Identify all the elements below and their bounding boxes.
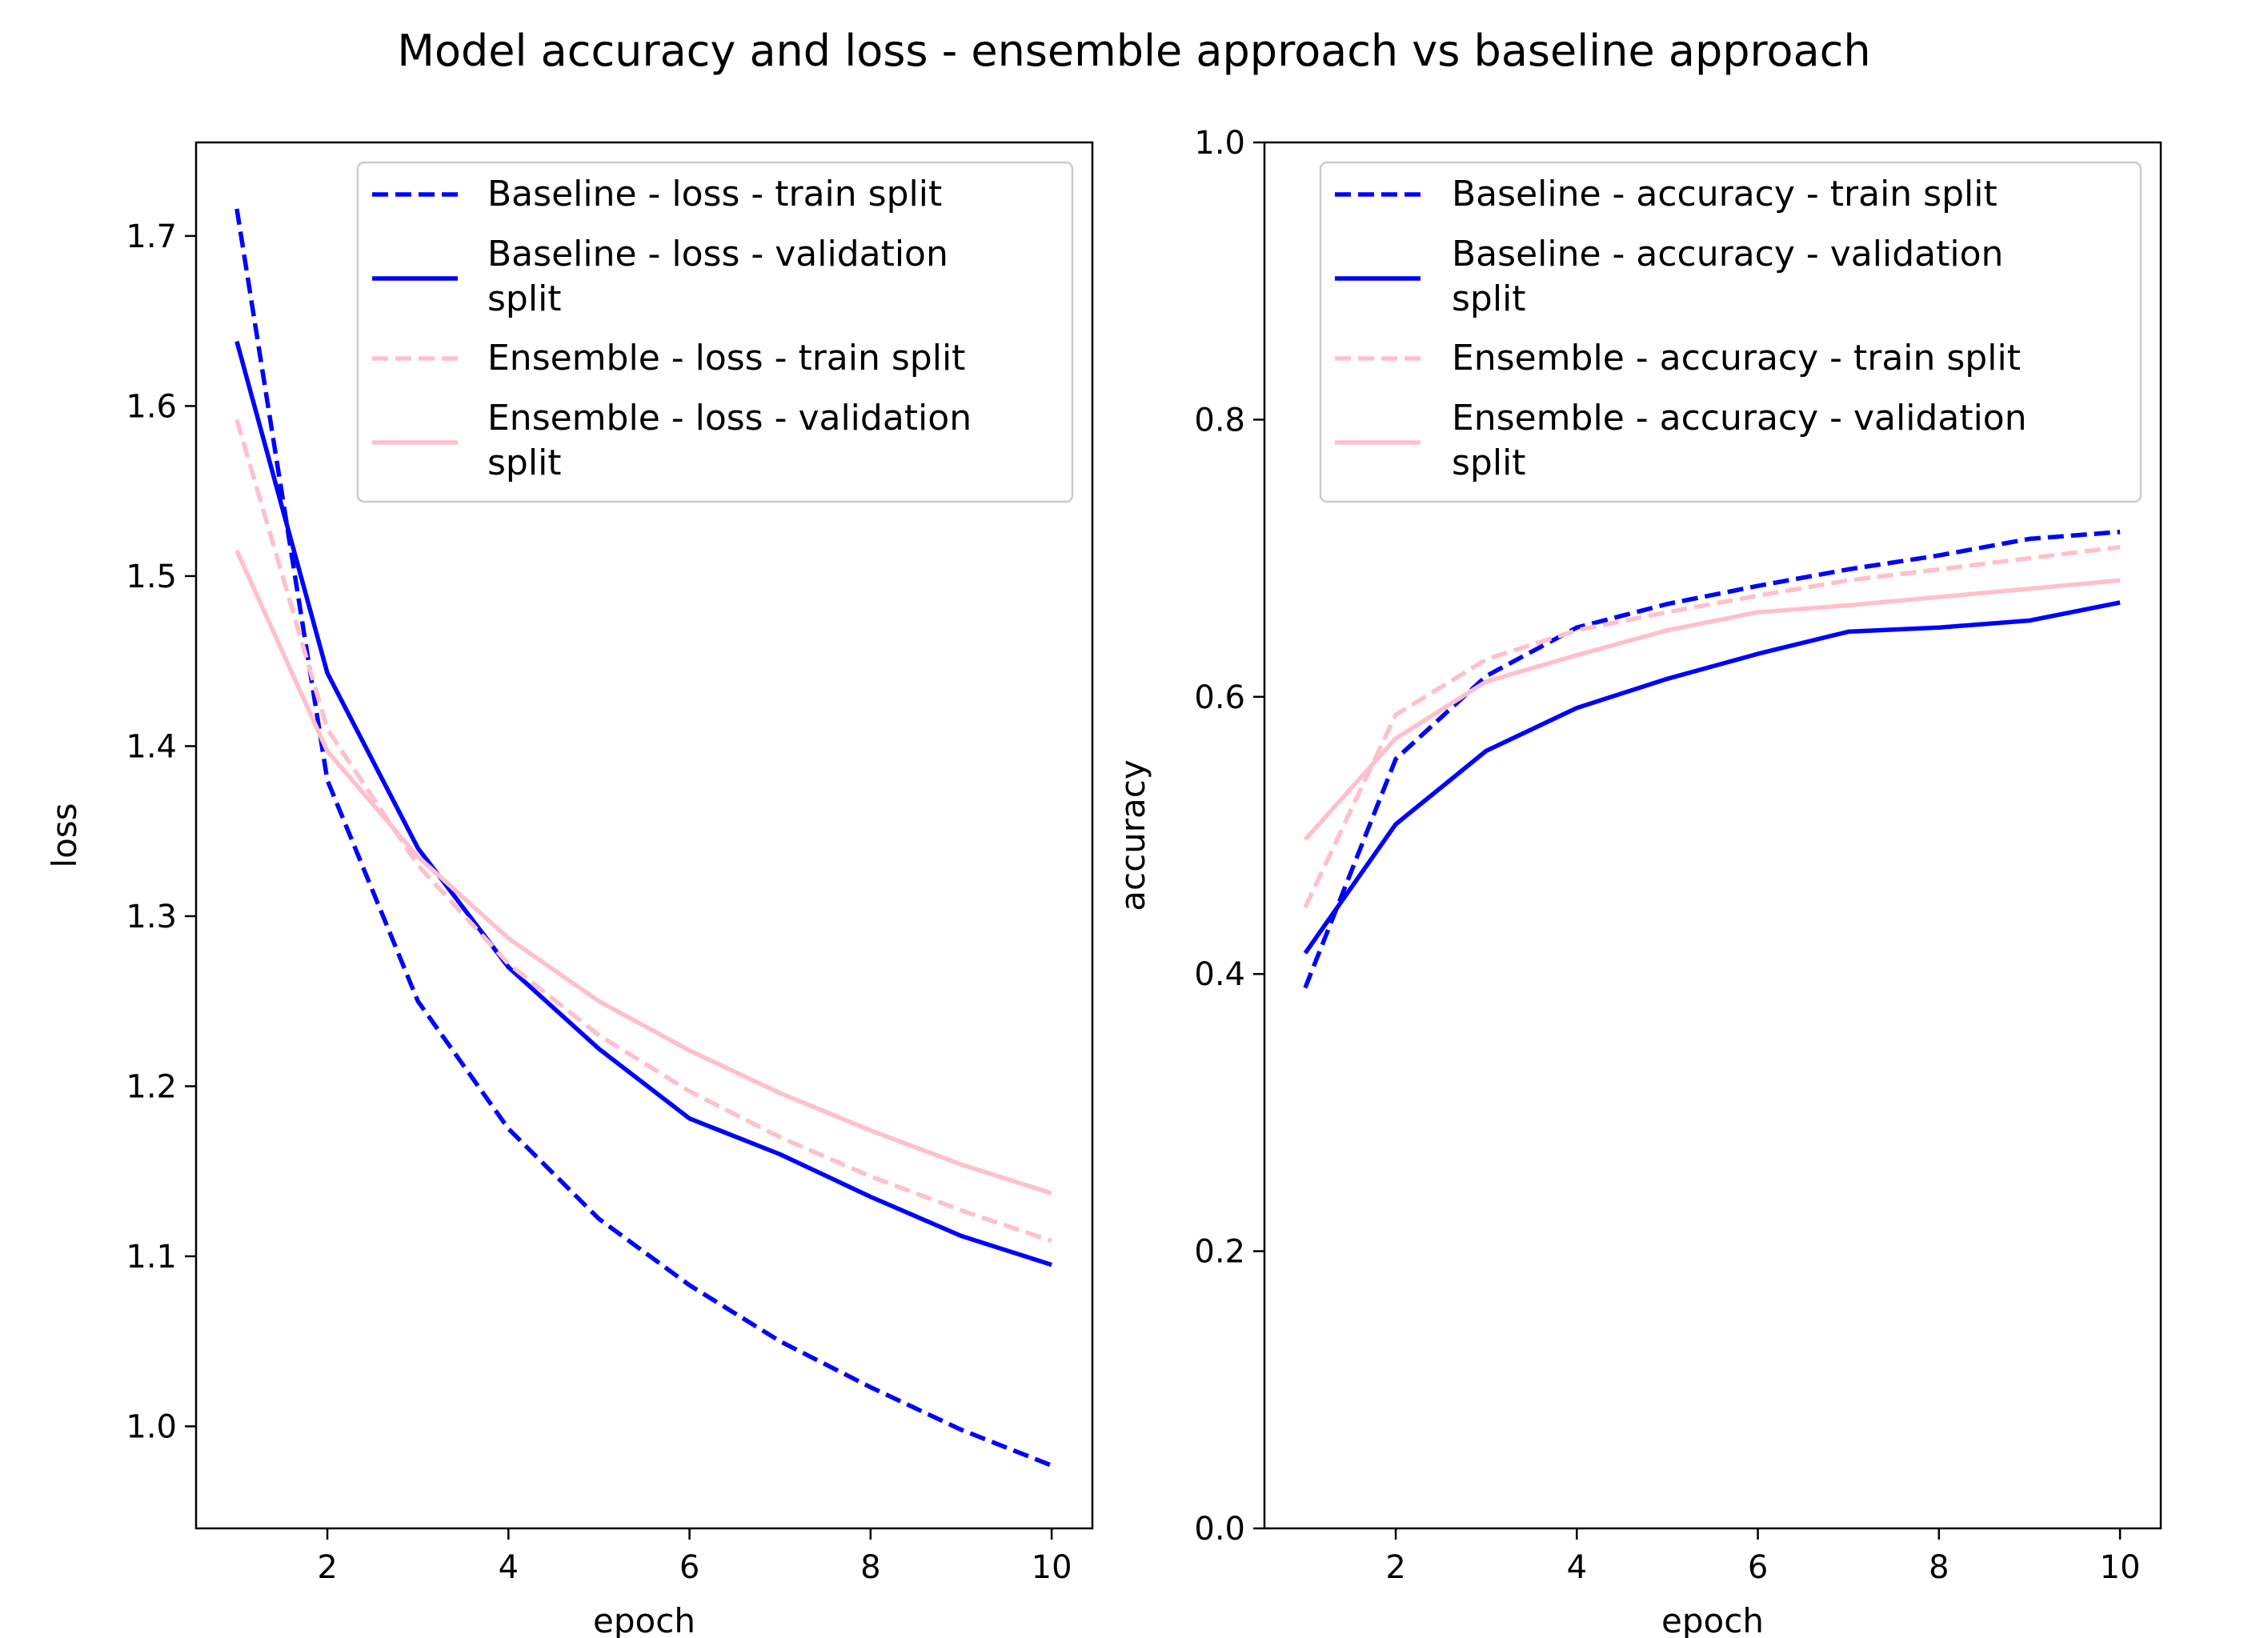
series-line-ensemble-train <box>1303 544 2121 909</box>
y-axis-label: loss <box>45 803 84 867</box>
legend-item: Baseline - accuracy - train split <box>1335 174 1998 214</box>
legend-item: Ensemble - loss - train split <box>372 338 965 378</box>
legend-item: Baseline - loss - validation split <box>372 234 948 319</box>
x-tick-label: 8 <box>1929 1549 1949 1586</box>
axes-frame <box>1263 141 2162 1530</box>
legend-item: Ensemble - loss - validation split <box>372 398 972 483</box>
series-line-baseline-train <box>234 208 1053 1468</box>
legend: Baseline - loss - train split Baseline - … <box>356 161 1074 503</box>
x-tick-label: 2 <box>1385 1549 1405 1586</box>
x-tick-label: 6 <box>1748 1549 1768 1586</box>
legend-item: Ensemble - accuracy - train split <box>1335 338 2021 378</box>
axes-frame <box>194 141 1094 1530</box>
x-tick-label: 10 <box>2100 1549 2141 1586</box>
legend: Baseline - accuracy - train split Baselin… <box>1319 161 2142 503</box>
legend-box <box>1319 161 2142 503</box>
y-tick-label: 1.3 <box>126 899 177 935</box>
legend-label: Ensemble - accuracy - train split <box>1452 338 2021 378</box>
x-tick-label: 4 <box>1567 1549 1587 1586</box>
series-line-ensemble-train <box>234 419 1052 1244</box>
legend-label: Ensemble - loss - validation split <box>487 398 972 483</box>
legend-label: Baseline - accuracy - train split <box>1452 174 1998 214</box>
y-tick-label: 1.2 <box>126 1068 177 1105</box>
legend-item: Ensemble - accuracy - validation split <box>1335 398 2027 483</box>
y-tick-label: 0.4 <box>1194 956 1245 993</box>
y-tick-label: 1.7 <box>126 218 177 255</box>
y-tick-label: 0.8 <box>1194 402 1245 439</box>
accuracy-chart: 2 4 6 8 10 0.0 0.2 0.4 0.6 0.8 1.0 epoch accuracy Bas… <box>1113 125 2162 1638</box>
figure-title: Model accuracy and loss - ensemble appro… <box>397 26 1870 76</box>
series-group <box>1303 529 2121 989</box>
series-line-baseline-train <box>1303 529 2121 989</box>
y-tick-label: 1.0 <box>126 1408 177 1445</box>
y-tick-label: 0.6 <box>1194 679 1245 716</box>
y-tick-label: 1.0 <box>1194 125 1245 162</box>
loss-chart: 2 4 6 8 10 1.0 1.1 1.2 1.3 1.4 1.5 1.6 1.7 epoch loss B… <box>45 141 1094 1638</box>
x-tick-label: 10 <box>1032 1549 1072 1586</box>
x-tick-label: 4 <box>499 1549 519 1586</box>
y-tick-label: 1.1 <box>126 1239 177 1276</box>
y-tick-label: 1.6 <box>126 388 177 425</box>
legend-box <box>356 161 1074 503</box>
series-line-ensemble-validation <box>234 549 1052 1195</box>
y-tick-label: 0.0 <box>1194 1511 1245 1548</box>
legend-item: Baseline - loss - train split <box>372 174 942 214</box>
legend-item: Baseline - accuracy - validation split <box>1335 234 2003 319</box>
legend-label: Ensemble - accuracy - validation split <box>1452 398 2027 483</box>
legend-label: Ensemble - loss - train split <box>487 338 965 378</box>
series-line-baseline-validation <box>1303 600 2121 955</box>
legend-label: Baseline - accuracy - validation split <box>1452 234 2003 319</box>
x-tick-label: 6 <box>679 1549 699 1586</box>
series-group <box>234 208 1053 1468</box>
x-axis-label: epoch <box>593 1601 695 1638</box>
x-axis-label: epoch <box>1661 1601 1764 1638</box>
series-line-baseline-validation <box>234 340 1052 1268</box>
x-tick-label: 2 <box>317 1549 337 1586</box>
x-tick-label: 8 <box>860 1549 880 1586</box>
y-tick-label: 1.4 <box>126 728 177 765</box>
y-tick-label: 0.2 <box>1194 1234 1245 1271</box>
legend-label: Baseline - loss - train split <box>487 174 942 214</box>
series-line-ensemble-validation <box>1303 578 2121 842</box>
legend-label: Baseline - loss - validation split <box>487 234 948 319</box>
y-axis-label: accuracy <box>1113 759 1152 911</box>
y-tick-label: 1.5 <box>126 559 177 595</box>
